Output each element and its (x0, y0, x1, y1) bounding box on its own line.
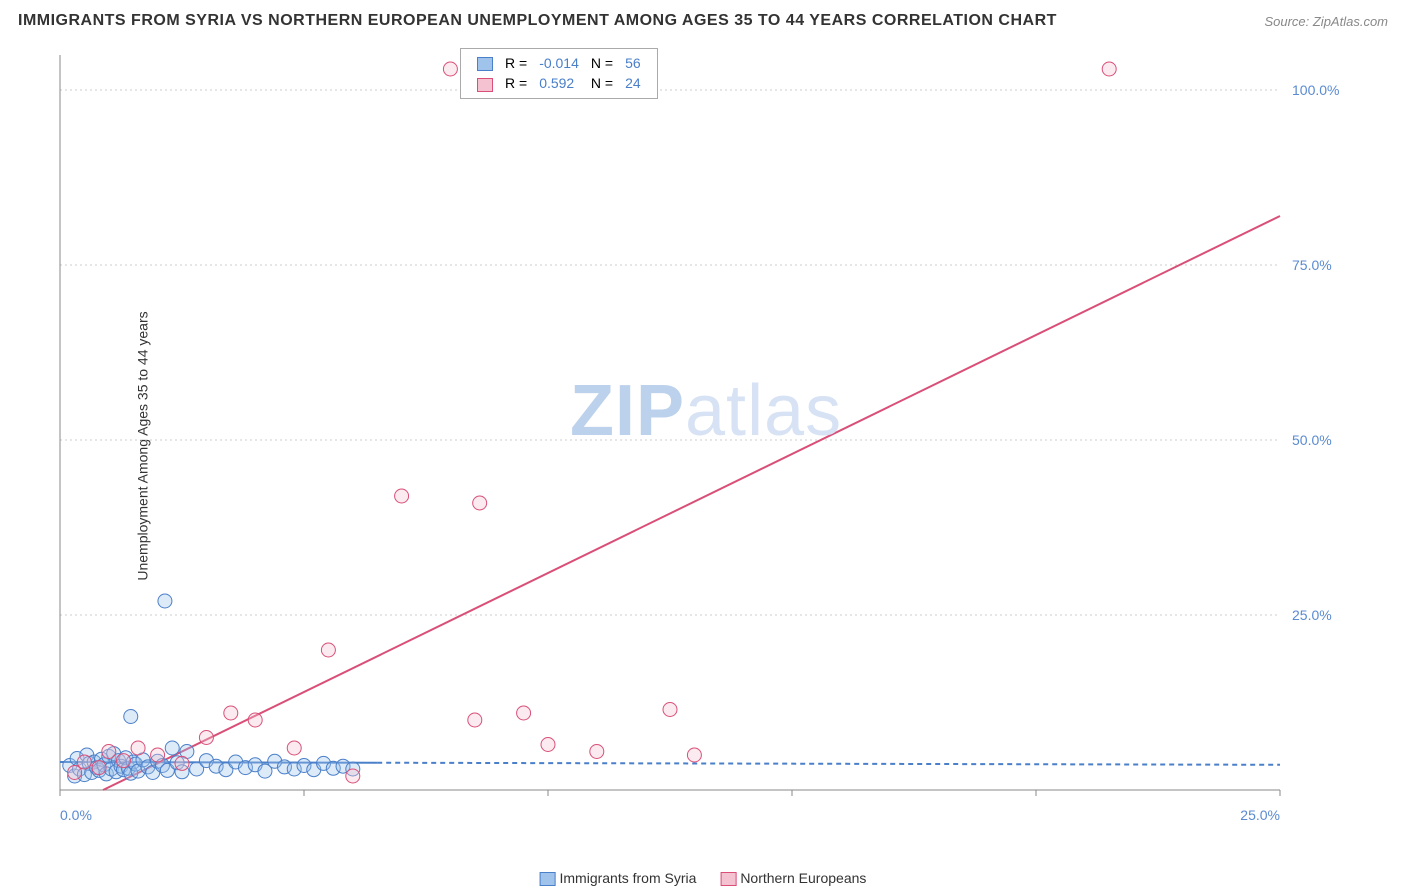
data-point (124, 710, 138, 724)
data-point (346, 769, 360, 783)
data-point (287, 741, 301, 755)
data-point (224, 706, 238, 720)
data-point (663, 703, 677, 717)
stats-row: R =0.592N =24 (471, 73, 647, 93)
x-tick-label: 0.0% (60, 807, 92, 823)
legend-item: Immigrants from Syria (540, 870, 697, 886)
n-label: N = (585, 73, 619, 93)
data-point (1102, 62, 1116, 76)
data-point (590, 745, 604, 759)
series-swatch (477, 78, 493, 92)
legend-swatch (720, 872, 736, 886)
data-point (443, 62, 457, 76)
stats-row: R =-0.014N =56 (471, 53, 647, 73)
chart-title: IMMIGRANTS FROM SYRIA VS NORTHERN EUROPE… (18, 12, 1057, 30)
x-tick-label: 25.0% (1240, 807, 1280, 823)
data-point (165, 741, 179, 755)
data-point (321, 643, 335, 657)
data-point (687, 748, 701, 762)
legend-label: Northern Europeans (740, 870, 866, 886)
data-point (395, 489, 409, 503)
n-value: 56 (619, 53, 647, 73)
n-label: N = (585, 53, 619, 73)
data-point (473, 496, 487, 510)
legend-swatch (540, 872, 556, 886)
stats-legend-box: R =-0.014N =56R =0.592N =24 (460, 48, 658, 99)
r-value: -0.014 (533, 53, 585, 73)
n-value: 24 (619, 73, 647, 93)
data-point (468, 713, 482, 727)
data-point (199, 731, 213, 745)
y-tick-label: 25.0% (1292, 607, 1332, 623)
plot-area: 25.0%50.0%75.0%100.0%0.0%25.0% ZIPatlas (50, 50, 1350, 830)
r-label: R = (499, 73, 533, 93)
y-tick-label: 75.0% (1292, 257, 1332, 273)
data-point (158, 594, 172, 608)
legend-item: Northern Europeans (720, 870, 866, 886)
legend-label: Immigrants from Syria (560, 870, 697, 886)
chart-header: IMMIGRANTS FROM SYRIA VS NORTHERN EUROPE… (18, 12, 1388, 30)
data-point (92, 761, 106, 775)
series-swatch (477, 57, 493, 71)
r-value: 0.592 (533, 73, 585, 93)
data-point (517, 706, 531, 720)
data-point (116, 754, 130, 768)
data-point (102, 745, 116, 759)
data-point (248, 713, 262, 727)
data-point (77, 755, 91, 769)
data-point (175, 756, 189, 770)
y-tick-label: 100.0% (1292, 82, 1339, 98)
source-label: Source: ZipAtlas.com (1264, 14, 1388, 29)
scatter-chart: 25.0% 50.0% 75.0% 100.0% 0.0% 25.0% (50, 50, 1350, 830)
data-point (131, 741, 145, 755)
data-point (151, 748, 165, 762)
r-label: R = (499, 53, 533, 73)
y-tick-label: 50.0% (1292, 432, 1332, 448)
data-point (541, 738, 555, 752)
bottom-legend: Immigrants from Syria Northern Europeans (528, 870, 879, 886)
